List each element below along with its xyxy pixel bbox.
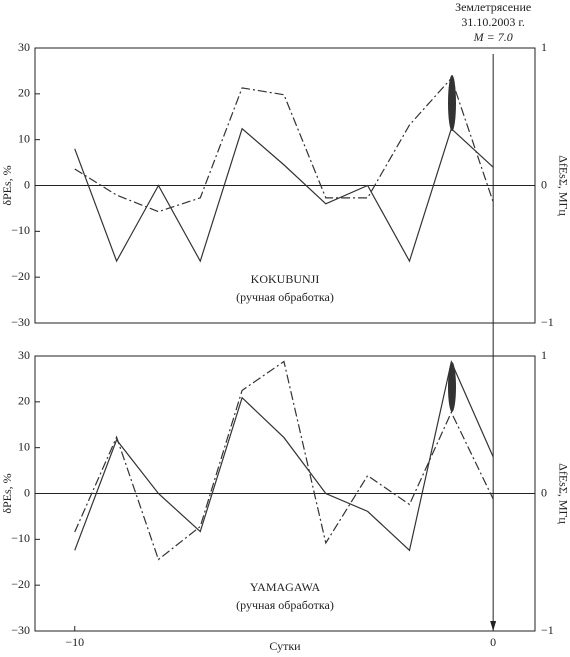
- y-tick-label: 20: [18, 86, 30, 100]
- y2-tick-label: 0: [541, 485, 547, 499]
- y-tick-label: −20: [11, 269, 30, 283]
- y2-tick-label: 0: [541, 177, 547, 191]
- y-axis-label: δPEs, %: [0, 473, 14, 513]
- series-line: [74, 360, 494, 561]
- y-tick-label: 30: [18, 348, 30, 362]
- y-tick-label: 10: [18, 131, 30, 145]
- event-marker: [448, 75, 456, 131]
- event-label: 31.10.2003 г.: [461, 15, 525, 29]
- y-tick-label: 0: [24, 177, 30, 191]
- event-marker: [448, 362, 456, 412]
- y-tick-label: 10: [18, 439, 30, 453]
- y2-tick-label: −1: [541, 315, 554, 329]
- station-label: YAMAGAWA: [250, 580, 321, 594]
- y-tick-label: −10: [11, 223, 30, 237]
- y-tick-label: −20: [11, 577, 30, 591]
- y2-axis-label: ΔfEsΣ, МГц: [556, 155, 570, 216]
- event-label: M = 7.0: [473, 30, 513, 44]
- y-tick-label: 20: [18, 394, 30, 408]
- y-tick-label: −10: [11, 531, 30, 545]
- event-label: Землетрясение: [455, 0, 531, 14]
- station-label: KOKUBUNJI: [251, 272, 320, 286]
- y2-tick-label: 1: [541, 40, 547, 54]
- series-line: [74, 127, 494, 263]
- x-tick-label: 0: [490, 635, 496, 649]
- series-line: [74, 360, 494, 552]
- y-tick-label: −30: [11, 315, 30, 329]
- y-tick-label: −30: [11, 623, 30, 637]
- y-axis-label: δPEs, %: [0, 165, 14, 205]
- x-tick-label: −10: [65, 635, 84, 649]
- y-tick-label: 30: [18, 40, 30, 54]
- x-axis-label: Сутки: [269, 639, 301, 653]
- series-line: [74, 77, 494, 213]
- y2-tick-label: −1: [541, 623, 554, 637]
- y2-tick-label: 1: [541, 348, 547, 362]
- y2-axis-label: ΔfEsΣ, МГц: [556, 463, 570, 524]
- y-tick-label: 0: [24, 485, 30, 499]
- station-label: (ручная обработка): [236, 598, 334, 612]
- station-label: (ручная обработка): [236, 290, 334, 304]
